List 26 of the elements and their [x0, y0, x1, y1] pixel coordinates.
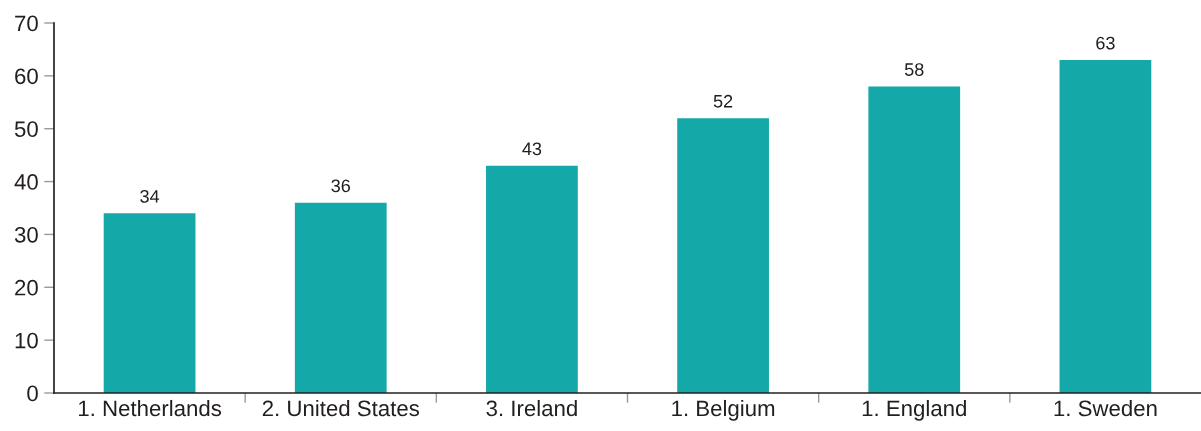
- bar: [103, 213, 196, 393]
- x-tick-label: 1. Netherlands: [79, 399, 222, 417]
- data-label: 52: [713, 94, 733, 108]
- data-label: 58: [904, 63, 924, 76]
- y-tick-label: 0: [27, 385, 38, 402]
- data-label: 36: [331, 179, 350, 193]
- y-tick-label: 60: [15, 68, 38, 85]
- y-tick-label: 50: [14, 121, 38, 137]
- data-label: 43: [522, 142, 542, 156]
- y-tick-label: 40: [14, 174, 38, 190]
- bar: [677, 118, 769, 393]
- y-tick-label: 20: [15, 279, 38, 296]
- x-tick-label: 1. Belgium: [672, 399, 775, 421]
- data-label: 63: [1096, 36, 1115, 50]
- bar: [1059, 60, 1152, 393]
- bar: [868, 86, 961, 393]
- bar: [486, 165, 578, 393]
- x-tick-label: 2. United States: [262, 399, 420, 417]
- y-tick-label: 30: [14, 226, 38, 243]
- data-label: 34: [140, 189, 160, 203]
- y-tick-label: 70: [15, 15, 38, 32]
- x-tick-label: 1. England: [862, 399, 966, 421]
- x-tick-label: 1. Sweden: [1054, 399, 1157, 417]
- y-tick-label: 10: [15, 332, 38, 349]
- bar: [294, 202, 387, 393]
- x-tick-label: 3. Ireland: [486, 399, 577, 417]
